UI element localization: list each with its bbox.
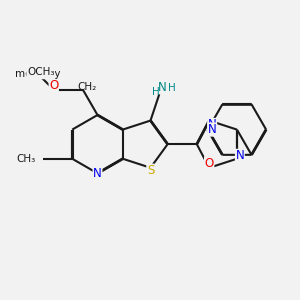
Text: methoxy: methoxy <box>15 69 61 79</box>
Text: H: H <box>152 87 160 97</box>
Text: H: H <box>168 83 176 94</box>
Text: N: N <box>93 167 102 180</box>
Text: OCH₃: OCH₃ <box>27 67 54 77</box>
Text: N: N <box>236 149 244 162</box>
Text: N: N <box>208 118 217 131</box>
Text: N: N <box>208 123 217 136</box>
Text: O: O <box>205 157 214 170</box>
Text: O: O <box>49 79 58 92</box>
Text: CH₂: CH₂ <box>78 82 97 92</box>
Text: S: S <box>147 164 154 177</box>
Text: N: N <box>158 80 167 94</box>
Text: CH₃: CH₃ <box>16 154 36 164</box>
